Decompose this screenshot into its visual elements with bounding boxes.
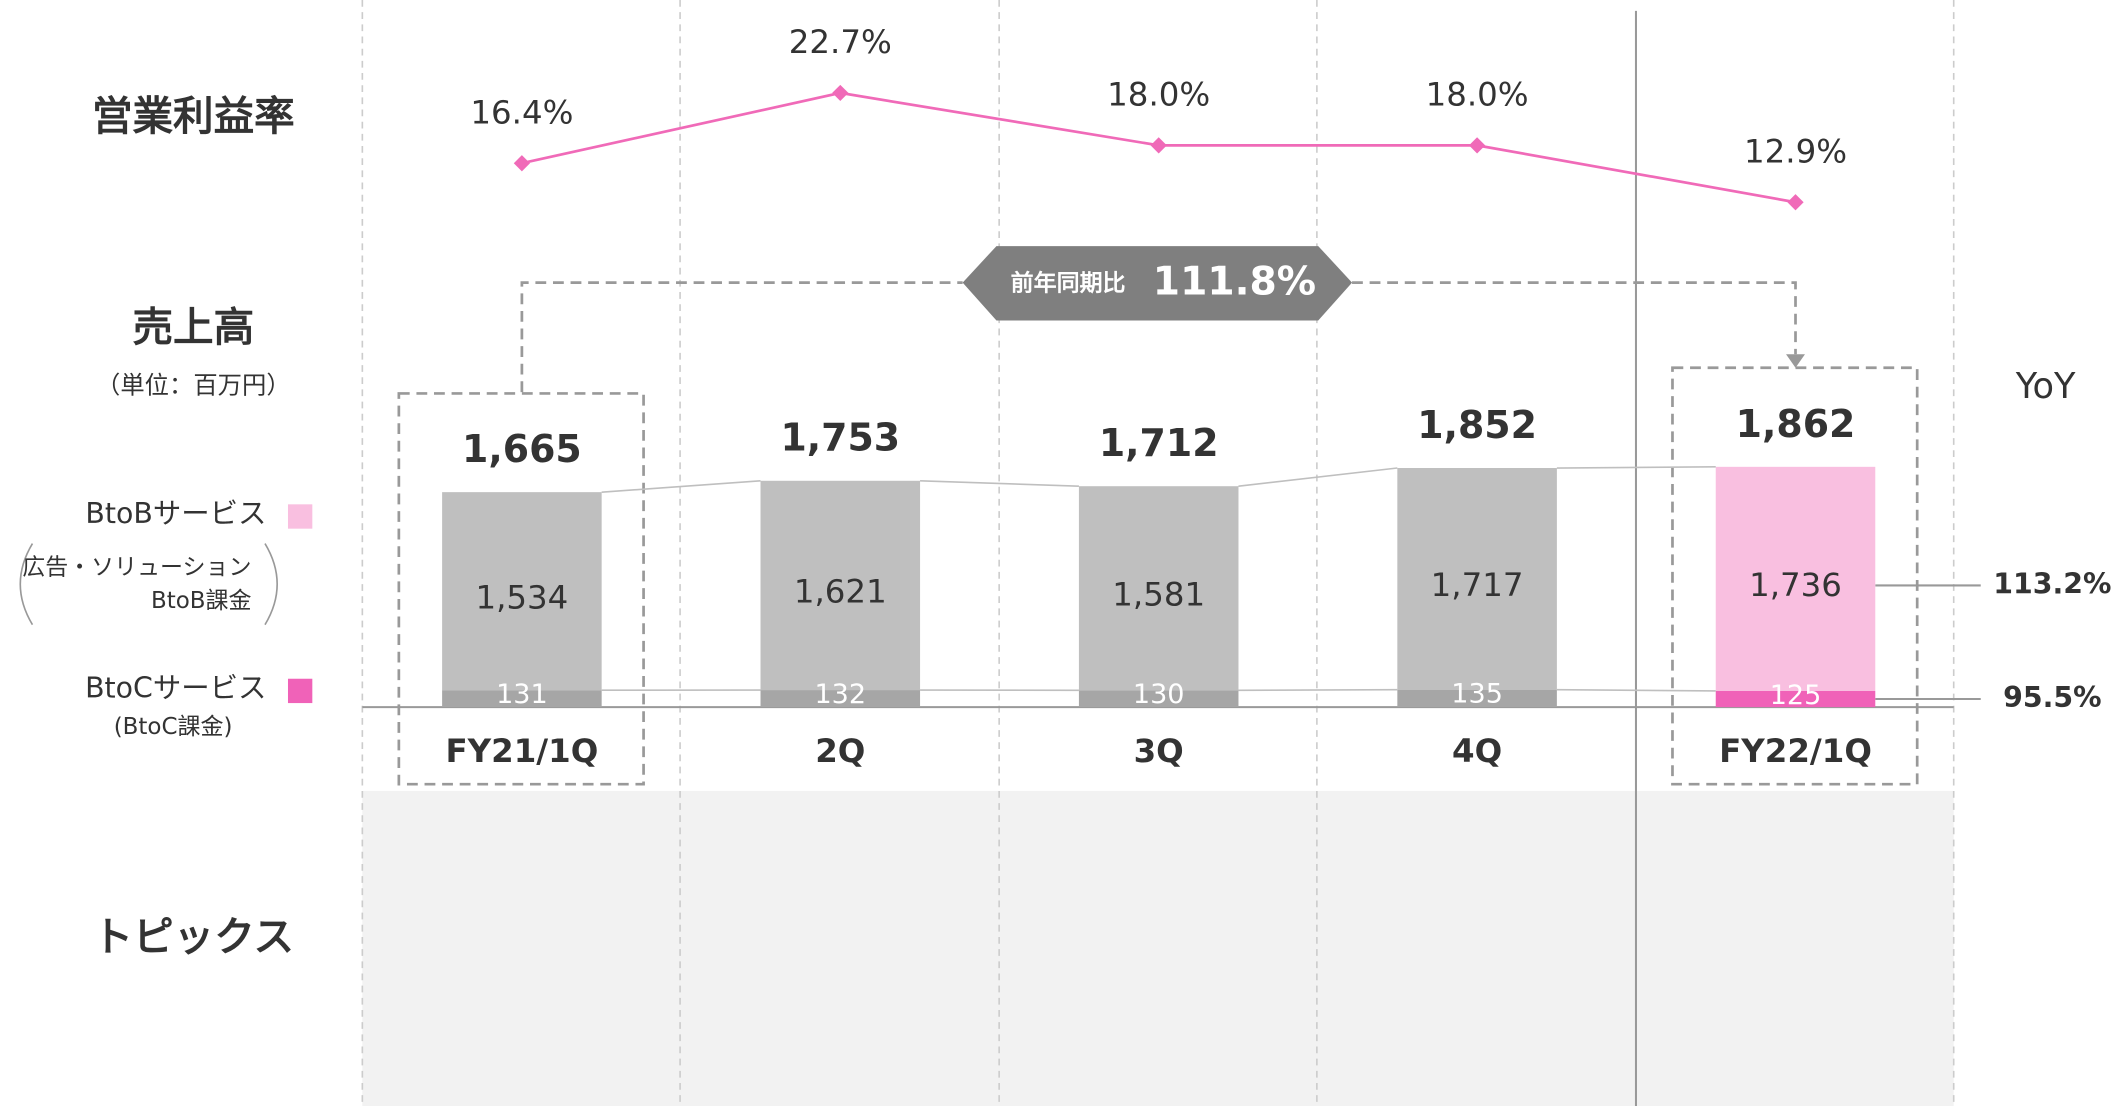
row-label: 営業利益率 xyxy=(92,92,295,140)
legend-note: 広告・ソリューション xyxy=(22,554,251,580)
margin-label: 18.0% xyxy=(1107,76,1210,114)
margin-marker xyxy=(1150,137,1167,154)
badge-label: 前年同期比 xyxy=(1011,269,1126,296)
btoc-bar xyxy=(1715,690,1876,708)
btob-bar xyxy=(1715,466,1876,691)
connector xyxy=(920,479,1079,488)
margin-marker xyxy=(832,84,849,102)
total-label: 1,712 xyxy=(1099,421,1219,465)
unit-label: （単位：百万円） xyxy=(96,371,291,400)
btoc-label: 131 xyxy=(496,679,548,710)
btoc-label: 132 xyxy=(814,679,866,710)
x-tick-label: 4Q xyxy=(1452,732,1502,770)
highlight-box xyxy=(397,392,645,786)
margin-marker xyxy=(1468,137,1486,154)
total-label: 1,852 xyxy=(1417,403,1537,447)
btob-label: 1,621 xyxy=(794,573,887,611)
btoc-bar xyxy=(1078,690,1239,708)
btob-bar xyxy=(442,492,602,691)
row-label: トピックス xyxy=(93,913,295,961)
total-label: 1,753 xyxy=(780,416,900,460)
btob-label: 1,581 xyxy=(1112,575,1205,613)
total-label: 1,665 xyxy=(462,427,582,471)
btoc-bar xyxy=(760,690,921,708)
margin-label: 16.4% xyxy=(470,94,573,132)
btob-label: 1,717 xyxy=(1431,566,1524,604)
yoy-title: YoY xyxy=(2015,366,2076,407)
btob-label: 1,736 xyxy=(1749,566,1842,604)
compare-arrow xyxy=(520,281,1797,393)
legend-note: BtoB課金 xyxy=(151,588,252,614)
btob-bar xyxy=(1078,486,1239,691)
btob-label: 1,534 xyxy=(475,578,568,616)
compare-badge xyxy=(962,246,1353,321)
x-tick-label: FY22/1Q xyxy=(1719,732,1872,770)
margin-label: 18.0% xyxy=(1426,76,1529,114)
row-label: 売上高 xyxy=(133,303,255,351)
margin-label: 12.9% xyxy=(1744,133,1847,171)
x-tick-label: 3Q xyxy=(1134,732,1184,770)
x-tick-label: FY21/1Q xyxy=(445,732,598,770)
arrow-head xyxy=(1786,354,1805,368)
btob-bar xyxy=(1397,468,1557,690)
total-label: 1,862 xyxy=(1736,402,1856,446)
highlight-box xyxy=(1671,366,1919,786)
legend-swatch xyxy=(287,678,313,704)
yoy-value: 95.5% xyxy=(2003,681,2101,714)
legend-label: BtoBサービス xyxy=(85,497,266,530)
connector xyxy=(1238,688,1398,692)
margin-marker xyxy=(513,155,530,172)
margin-marker xyxy=(1787,194,1804,211)
btoc-label: 125 xyxy=(1770,680,1822,711)
connector xyxy=(601,479,761,493)
connector xyxy=(1556,688,1716,692)
margin-label: 22.7% xyxy=(789,23,892,61)
connector xyxy=(1556,466,1716,469)
btoc-bar xyxy=(1397,689,1557,708)
legend-note: (BtoC課金) xyxy=(114,714,233,740)
connector xyxy=(1238,467,1398,488)
btoc-label: 130 xyxy=(1133,679,1185,710)
btoc-bar xyxy=(442,690,602,708)
badge-value: 111.8% xyxy=(1153,259,1316,304)
yoy-value: 113.2% xyxy=(1993,567,2111,600)
legend-paren xyxy=(19,543,278,626)
column-dividers xyxy=(361,0,1955,1106)
topics-band xyxy=(362,790,1954,1106)
legend-label: BtoCサービス xyxy=(85,672,266,705)
btoc-label: 135 xyxy=(1451,679,1503,710)
legend-swatch xyxy=(287,504,313,529)
btob-bar xyxy=(760,480,921,691)
x-tick-label: 2Q xyxy=(815,732,865,770)
